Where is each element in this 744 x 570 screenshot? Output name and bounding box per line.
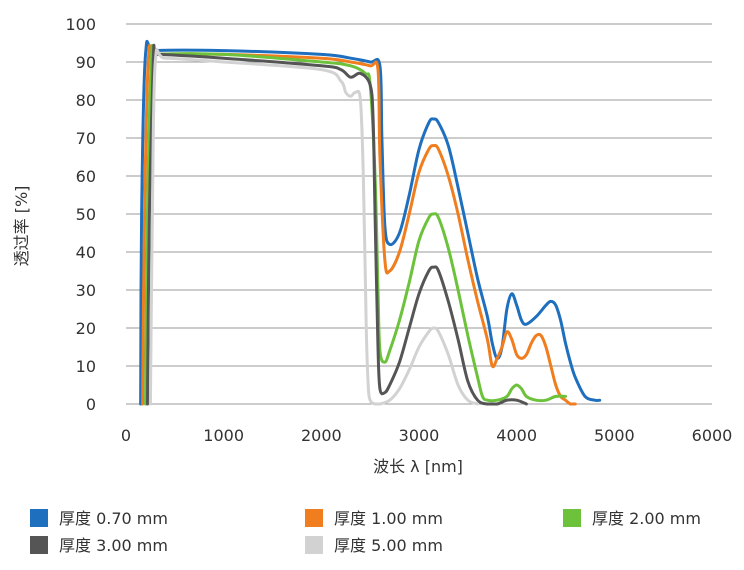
x-tick-labels: 0 1000 2000 3000 4000 5000 6000 (121, 426, 732, 445)
legend-label-0: 厚度 0.70 mm (59, 509, 168, 528)
legend-swatch-1 (305, 509, 323, 527)
legend-swatch-2 (563, 509, 581, 527)
series-line-1 (141, 43, 577, 406)
legend: 厚度 0.70 mm 厚度 1.00 mm 厚度 2.00 mm 厚度 3.00 mm… (30, 509, 701, 555)
legend-label-1: 厚度 1.00 mm (334, 509, 443, 528)
series-line-0 (139, 39, 602, 406)
y-axis-title: 透过率 [%] (12, 186, 31, 267)
y-tick-label: 10 (76, 357, 96, 376)
legend-label-2: 厚度 2.00 mm (592, 509, 701, 528)
x-tick-label: 2000 (301, 426, 342, 445)
series-line-4 (148, 47, 480, 406)
y-tick-label: 70 (76, 129, 96, 148)
legend-swatch-3 (30, 536, 48, 554)
x-tick-label: 4000 (496, 426, 537, 445)
y-tick-label: 40 (76, 243, 96, 262)
y-tick-labels: 0 10 20 30 40 50 60 70 80 90 100 (65, 15, 96, 414)
x-tick-label: 0 (121, 426, 131, 445)
legend-label-4: 厚度 5.00 mm (334, 536, 443, 555)
x-tick-label: 6000 (692, 426, 733, 445)
series-line-3 (145, 43, 528, 406)
grid-layer (126, 23, 712, 405)
y-tick-label: 30 (76, 281, 96, 300)
y-tick-label: 90 (76, 53, 96, 72)
x-tick-label: 5000 (594, 426, 635, 445)
y-tick-label: 0 (86, 395, 96, 414)
legend-swatch-4 (305, 536, 323, 554)
x-tick-label: 3000 (399, 426, 440, 445)
y-tick-label: 50 (76, 205, 96, 224)
series-line-2 (144, 43, 567, 406)
y-tick-label: 80 (76, 91, 96, 110)
legend-label-3: 厚度 3.00 mm (59, 536, 168, 555)
y-tick-label: 100 (65, 15, 96, 34)
y-tick-label: 20 (76, 319, 96, 338)
x-tick-label: 1000 (203, 426, 244, 445)
legend-swatch-0 (30, 509, 48, 527)
x-axis-title: 波长 λ [nm] (373, 457, 463, 476)
series-layer (139, 39, 602, 406)
y-tick-label: 60 (76, 167, 96, 186)
